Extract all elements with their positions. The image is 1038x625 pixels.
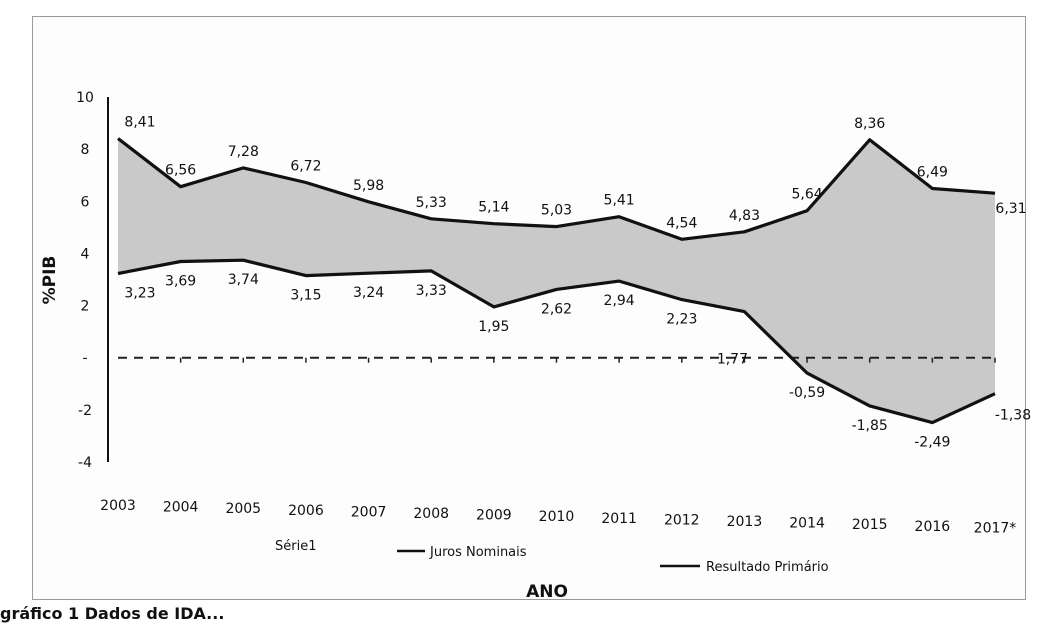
data-label-resultado-primario: -2,49 <box>914 435 950 451</box>
x-tick-label: 2007 <box>351 504 387 520</box>
data-label-juros-nominais: 6,49 <box>917 165 948 181</box>
x-tick-label: 2013 <box>727 514 763 530</box>
data-label-resultado-primario: -1,85 <box>852 418 888 434</box>
data-label-juros-nominais: 8,41 <box>124 114 155 130</box>
data-label-resultado-primario: 2,23 <box>666 312 697 328</box>
data-labels: 8,41 6,56 7,28 6,72 5,98 5,33 5,14 5,03 5,41 4,54… <box>124 114 1031 450</box>
data-label-juros-nominais: 4,83 <box>729 208 760 224</box>
data-label-juros-nominais: 6,72 <box>290 159 321 175</box>
data-label-resultado-primario: -0,59 <box>789 385 825 401</box>
x-tick-label: 2005 <box>225 501 261 517</box>
data-label-juros-nominais: 4,54 <box>666 215 697 231</box>
x-tick-label: 2010 <box>539 509 575 525</box>
data-label-juros-nominais: 7,28 <box>228 144 259 160</box>
y-tick-label: 4 <box>81 246 90 262</box>
legend-entry-serie1: Série1 <box>275 539 316 554</box>
data-label-resultado-primario: 3,23 <box>124 286 155 302</box>
x-tick-label: 2004 <box>163 500 199 516</box>
data-label-resultado-primario: 2,94 <box>604 293 635 309</box>
y-tick-label: -2 <box>78 403 92 419</box>
x-tick-label: 2006 <box>288 503 324 519</box>
data-label-juros-nominais: 5,14 <box>478 200 509 216</box>
x-tick-labels: 2003 2004 2005 2006 2007 2008 2009 2010 2011 2012… <box>100 498 1016 536</box>
y-tick-label: 2 <box>81 299 90 315</box>
data-label-resultado-primario: -1,38 <box>995 408 1031 424</box>
y-tick-label: 6 <box>81 194 90 210</box>
series-line-juros-nominais <box>117 137 996 241</box>
y-tick-label: 8 <box>81 142 90 158</box>
data-label-resultado-primario: 3,15 <box>290 288 321 304</box>
data-label-resultado-primario: 3,33 <box>416 283 447 299</box>
gap-area <box>118 138 995 423</box>
x-tick-label: 2009 <box>476 508 512 524</box>
x-tick-label: 2008 <box>413 506 449 522</box>
x-tick-label: 2015 <box>852 517 888 533</box>
y-tick-label: -4 <box>78 455 92 471</box>
data-label-juros-nominais: 5,64 <box>791 187 822 203</box>
series-lines-layer <box>117 137 996 425</box>
data-label-resultado-primario: 3,24 <box>353 285 384 301</box>
data-label-resultado-primario: 3,69 <box>165 274 196 290</box>
y-tick-labels: 10 8 6 4 2 - -2 -4 <box>76 90 94 471</box>
data-label-resultado-primario: 1,77 <box>717 352 748 368</box>
data-label-juros-nominais: 5,41 <box>604 193 635 209</box>
data-label-juros-nominais: 5,03 <box>541 203 572 219</box>
x-tick-label: 2017* <box>974 520 1017 536</box>
y-axis-title: %PIB <box>40 256 60 305</box>
data-label-resultado-primario: 1,95 <box>478 319 509 335</box>
data-label-juros-nominais: 6,31 <box>995 201 1026 217</box>
x-tick-label: 2003 <box>100 498 136 514</box>
zero-dashed-line-layer <box>118 356 996 363</box>
x-tick-label: 2011 <box>601 511 637 527</box>
data-label-resultado-primario: 2,62 <box>541 301 572 317</box>
data-label-juros-nominais: 6,56 <box>165 163 196 179</box>
legend-entry-resultado-primario: Resultado Primário <box>706 560 829 575</box>
x-tick-label: 2016 <box>915 519 951 535</box>
figure-caption: gráfico 1 Dados de IDA... <box>0 604 225 623</box>
x-tick-label: 2014 <box>789 516 825 532</box>
legend-entry-juros-nominais: Juros Nominais <box>429 545 527 560</box>
y-tick-label: 10 <box>76 90 94 106</box>
gap-area-layer <box>118 138 995 423</box>
y-tick-label: - <box>82 351 87 367</box>
legend: Série1 Juros Nominais Resultado Primário <box>275 539 829 575</box>
data-label-juros-nominais: 8,36 <box>854 116 885 132</box>
x-tick-label: 2012 <box>664 512 700 528</box>
data-label-juros-nominais: 5,33 <box>416 195 447 211</box>
x-axis-title: ANO <box>526 582 568 602</box>
data-label-juros-nominais: 5,98 <box>353 178 384 194</box>
series-line-resultado-primario <box>117 258 996 425</box>
data-label-resultado-primario: 3,74 <box>228 272 259 288</box>
